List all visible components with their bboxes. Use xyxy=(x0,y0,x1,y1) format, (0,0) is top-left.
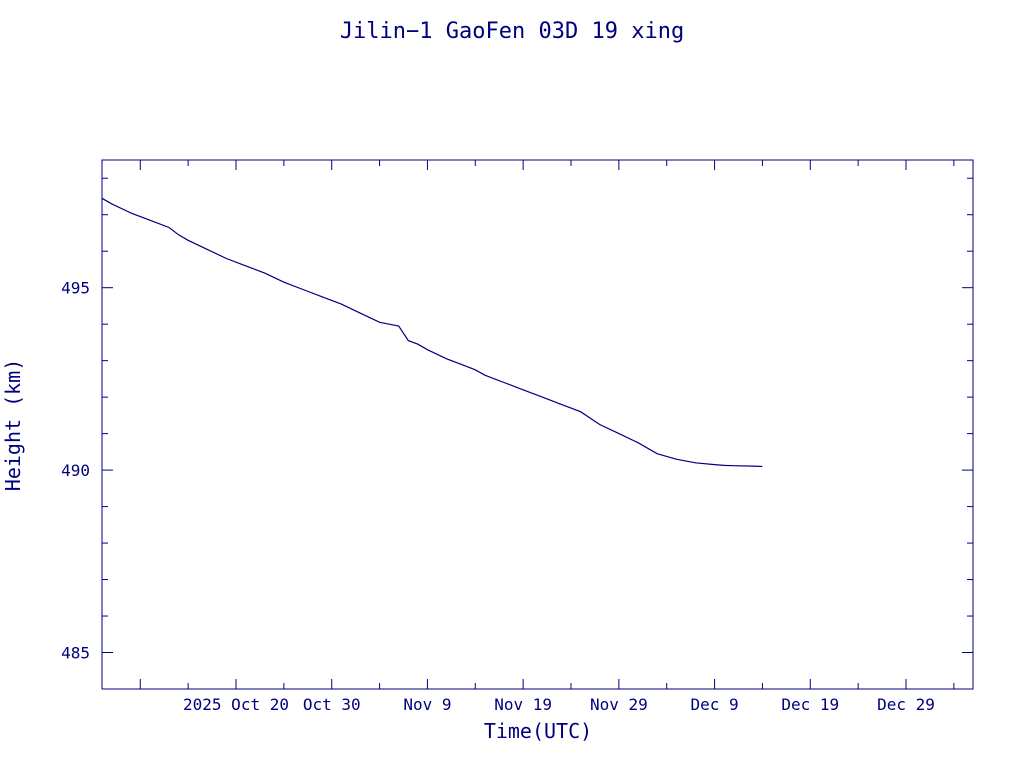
y-tick-label: 495 xyxy=(61,279,90,298)
chart-title: Jilin−1 GaoFen 03D 19 xing xyxy=(340,19,684,44)
y-tick-label: 485 xyxy=(61,644,90,663)
x-tick-label: Dec 29 xyxy=(877,695,935,714)
x-axis-label: Time(UTC) xyxy=(484,719,592,743)
x-tick-label: 2025 Oct 20 xyxy=(183,695,289,714)
x-tick-label: Dec 19 xyxy=(781,695,839,714)
x-tick-label: Nov 29 xyxy=(590,695,648,714)
x-tick-label: Dec 9 xyxy=(690,695,738,714)
x-tick-label: Oct 30 xyxy=(303,695,361,714)
x-axis-tick-labels: 2025 Oct 20 Oct 30 Nov 9 Nov 19 Nov 29 Dec 9 D… xyxy=(183,695,935,714)
plot-frame xyxy=(101,159,974,690)
y-tick-label: 490 xyxy=(61,461,90,480)
y-axis-label: Height (km) xyxy=(1,359,25,491)
y-axis-tick-labels: 485 490 495 xyxy=(61,279,90,663)
y-axis-ticks xyxy=(102,177,973,690)
x-tick-label: Nov 9 xyxy=(403,695,451,714)
x-axis-ticks xyxy=(139,160,955,689)
x-tick-label: Nov 19 xyxy=(494,695,552,714)
height-series-line xyxy=(101,197,763,468)
